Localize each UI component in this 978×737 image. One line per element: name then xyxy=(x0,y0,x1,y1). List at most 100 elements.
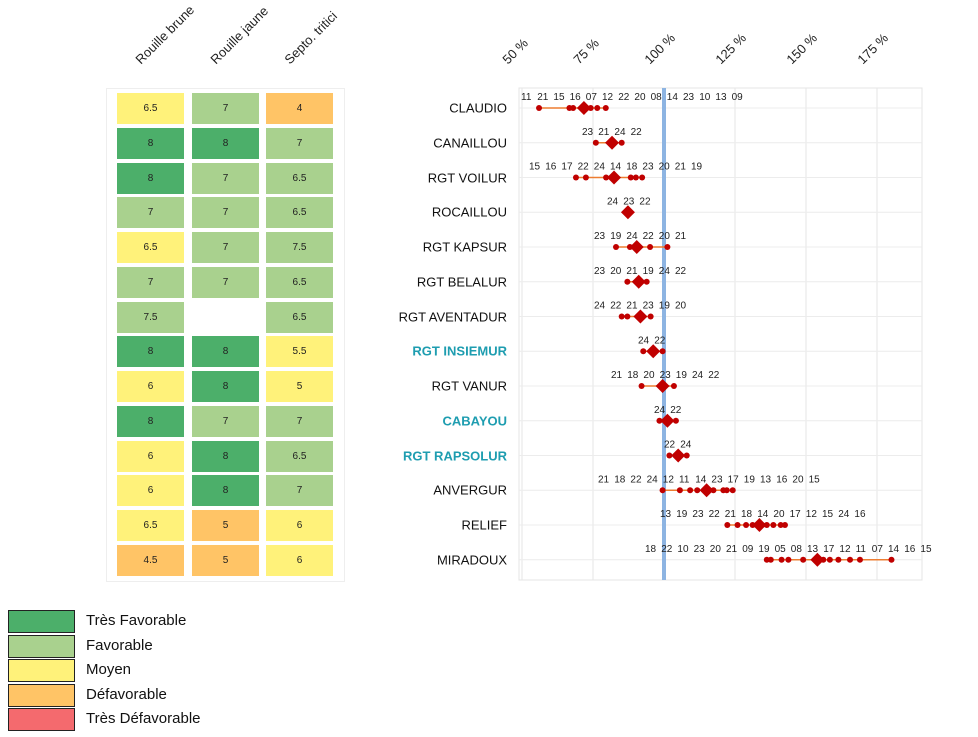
trial-label: 23 xyxy=(582,127,594,138)
trial-label: 24 xyxy=(594,162,606,173)
heatmap-cell: 7 xyxy=(266,475,333,507)
trial-label: 08 xyxy=(651,92,663,103)
trial-label: 14 xyxy=(667,92,679,103)
trial-label: 23 xyxy=(642,162,654,173)
legend-swatch xyxy=(8,683,75,707)
trial-label: 24 xyxy=(838,509,850,520)
heatmap-cell: 4 xyxy=(266,93,333,124)
legend-swatch xyxy=(8,610,75,633)
trial-point xyxy=(770,522,777,528)
trial-label: 09 xyxy=(742,544,754,555)
trial-point xyxy=(676,487,683,494)
mean-diamond xyxy=(607,170,622,185)
trial-point xyxy=(647,313,654,320)
trial-point xyxy=(835,556,842,563)
variety-label: ANVERGUR xyxy=(433,482,507,498)
trial-label: 20 xyxy=(610,266,622,277)
heatmap-cell: 7 xyxy=(192,93,259,124)
trial-point xyxy=(687,487,694,494)
heatmap-cell: 7 xyxy=(117,197,184,229)
trial-label: 19 xyxy=(691,162,703,173)
variety-label: CLAUDIO xyxy=(449,100,507,116)
legend-label: Très Défavorable xyxy=(86,710,201,727)
heatmap-cell: 8 xyxy=(117,162,184,194)
trial-label: 11 xyxy=(679,474,690,485)
heatmap-cell: 8 xyxy=(192,475,259,507)
trial-label: 24 xyxy=(626,231,638,242)
trial-label: 10 xyxy=(677,544,689,555)
trial-point xyxy=(694,487,701,494)
trial-label: 20 xyxy=(659,162,671,173)
trial-point xyxy=(729,487,736,494)
trial-label: 24 xyxy=(594,301,606,312)
trial-label: 22 xyxy=(670,405,682,416)
heatmap-cell: 4.5 xyxy=(117,544,184,576)
trial-point xyxy=(618,313,625,320)
trial-label: 16 xyxy=(570,92,582,103)
trial-label: 21 xyxy=(726,544,738,555)
heatmap-cell: 8 xyxy=(117,405,184,437)
legend-swatch xyxy=(8,708,75,731)
heatmap-cell: 5 xyxy=(192,510,259,541)
trial-point xyxy=(632,174,639,181)
trial-label: 19 xyxy=(643,266,655,277)
trial-point xyxy=(800,556,807,563)
trial-label: 19 xyxy=(659,301,671,312)
trial-label: 17 xyxy=(823,544,835,555)
heatmap-cell: 8 xyxy=(192,440,259,472)
trial-label: 23 xyxy=(692,509,704,520)
trial-point xyxy=(643,278,650,285)
trial-label: 24 xyxy=(654,405,666,416)
heatmap-cell: 5.5 xyxy=(266,336,333,368)
trial-point xyxy=(627,174,634,181)
heatmap-cell: 7 xyxy=(192,162,259,194)
trial-label: 17 xyxy=(561,162,573,173)
mean-diamond xyxy=(633,309,648,324)
trial-label: 23 xyxy=(594,231,606,242)
trial-label: 18 xyxy=(645,544,657,555)
heatmap-cell: 6 xyxy=(266,510,333,541)
trial-label: 22 xyxy=(654,335,666,346)
trial-label: 23 xyxy=(683,92,695,103)
trial-label: 14 xyxy=(757,509,769,520)
mean-diamond xyxy=(605,135,620,150)
legend-label: Défavorable xyxy=(86,685,167,703)
trial-label: 16 xyxy=(904,544,916,555)
plot-area xyxy=(518,87,923,581)
trial-label: 09 xyxy=(732,92,744,103)
trial-label: 12 xyxy=(806,509,818,520)
trial-label: 08 xyxy=(791,544,803,555)
trial-label: 11 xyxy=(521,92,532,103)
trial-label: 23 xyxy=(623,196,635,207)
mean-diamond xyxy=(620,205,635,220)
trial-label: 20 xyxy=(773,509,785,520)
trial-label: 21 xyxy=(675,231,687,242)
trial-label: 13 xyxy=(760,474,772,485)
trial-label: 20 xyxy=(792,474,804,485)
trial-label: 15 xyxy=(553,92,565,103)
trial-point xyxy=(656,417,663,424)
trial-label: 23 xyxy=(594,266,606,277)
trial-label: 22 xyxy=(578,162,590,173)
mean-diamond xyxy=(576,101,591,115)
heatmap-cell: 8 xyxy=(117,127,184,159)
trial-label: 20 xyxy=(643,370,655,381)
trial-label: 11 xyxy=(856,544,867,555)
legend-label: Favorable xyxy=(86,636,153,654)
mean-diamond xyxy=(629,240,644,254)
trial-label: 14 xyxy=(695,474,707,485)
trial-point xyxy=(670,383,677,389)
trial-point xyxy=(659,487,666,494)
trial-label: 24 xyxy=(647,474,659,485)
heatmap-cell: 7.5 xyxy=(117,301,184,333)
trial-point xyxy=(659,348,666,355)
trial-label: 24 xyxy=(659,266,671,277)
trial-point xyxy=(734,522,741,528)
trial-point xyxy=(536,105,543,111)
trial-point xyxy=(856,556,863,563)
trial-label: 15 xyxy=(920,544,932,555)
trial-point xyxy=(777,522,784,528)
trial-label: 20 xyxy=(659,231,671,242)
trial-label: 22 xyxy=(708,370,720,381)
heatmap-cell: 6.5 xyxy=(266,440,333,472)
